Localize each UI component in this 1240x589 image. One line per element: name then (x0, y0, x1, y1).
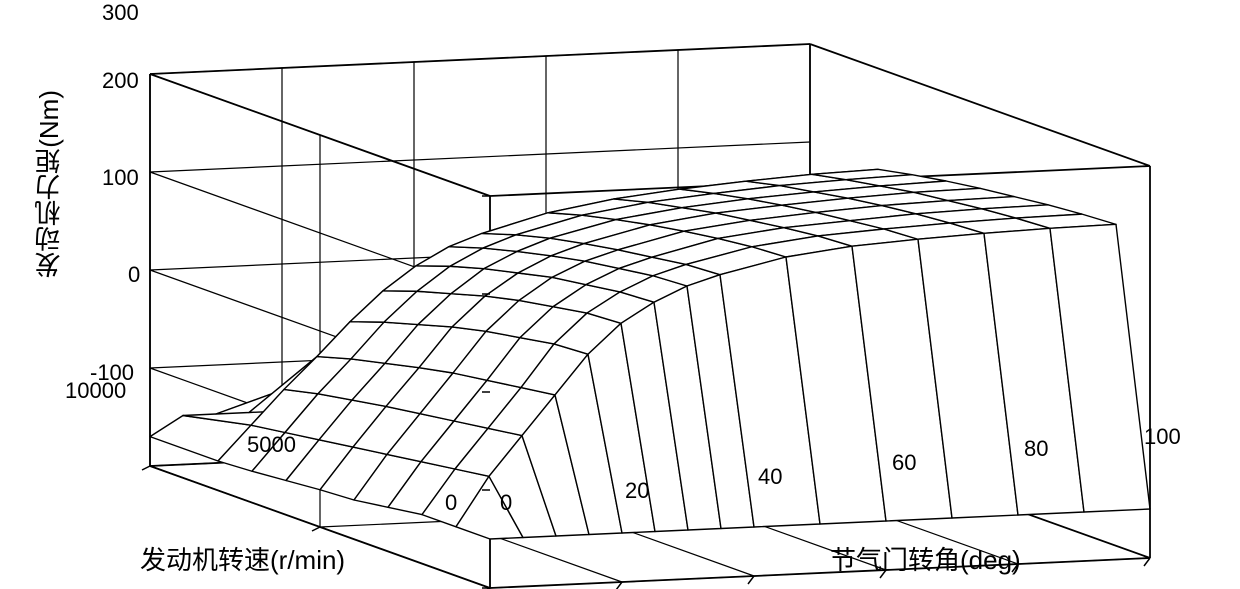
z-tick-3: 200 (102, 68, 139, 94)
x-axis-label: 节气门转角(deg) (830, 540, 1021, 577)
surface-chart-container: 发动机力矩(Nm) 发动机转速(r/min) 节气门转角(deg) -100 0… (0, 0, 1240, 589)
z-axis-label: 发动机力矩(Nm) (30, 90, 67, 278)
surface-chart-svg (0, 0, 1240, 589)
y-tick-0: 0 (445, 490, 457, 516)
x-tick-3: 60 (892, 450, 916, 476)
x-tick-2: 40 (758, 464, 782, 490)
y-tick-2: 10000 (65, 378, 126, 404)
z-tick-4: 300 (102, 0, 139, 26)
y-axis-label: 发动机转速(r/min) (140, 540, 345, 577)
x-tick-5: 100 (1144, 424, 1181, 450)
z-tick-2: 100 (102, 165, 139, 191)
x-tick-0: 0 (500, 490, 512, 516)
x-tick-4: 80 (1024, 436, 1048, 462)
z-tick-1: 0 (128, 262, 140, 288)
x-tick-1: 20 (625, 478, 649, 504)
y-tick-1: 5000 (247, 432, 296, 458)
